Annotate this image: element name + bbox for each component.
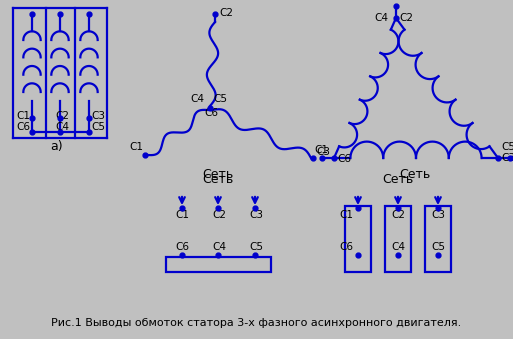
Text: C2: C2 [399,13,413,23]
Text: C1: C1 [129,142,143,152]
Text: C1: C1 [339,210,353,220]
Text: C3: C3 [501,153,513,163]
Text: C6: C6 [339,242,353,252]
Text: C5: C5 [91,122,105,132]
Text: Сеть: Сеть [202,168,233,181]
Bar [345,206,371,272]
Text: C5: C5 [501,142,513,152]
Text: C2: C2 [212,210,226,220]
Text: C4: C4 [212,242,226,252]
Text: C1: C1 [16,111,30,121]
Text: C1: C1 [175,210,189,220]
Text: C2: C2 [55,111,69,121]
Text: Рис.1 Выводы обмоток статора 3-х фазного асинхронного двигателя.: Рис.1 Выводы обмоток статора 3-х фазного… [51,318,461,328]
Text: C6: C6 [337,154,351,164]
Text: C4: C4 [190,94,204,104]
Text: C3: C3 [316,147,330,157]
Text: C6: C6 [175,242,189,252]
Bar [166,257,271,272]
Text: Сеть: Сеть [202,173,233,186]
Text: C3: C3 [431,210,445,220]
Text: Сеть: Сеть [400,168,430,181]
Bar [425,206,451,272]
Text: C2: C2 [219,8,233,18]
Text: C6: C6 [204,108,218,118]
Text: C5: C5 [431,242,445,252]
Text: Сеть: Сеть [382,173,413,186]
Text: C3: C3 [91,111,105,121]
Text: C4: C4 [391,242,405,252]
Text: C3: C3 [249,210,263,220]
Text: C4: C4 [374,13,388,23]
Text: C6: C6 [16,122,30,132]
Text: а): а) [51,140,63,153]
Text: C1: C1 [314,145,328,155]
Text: C4: C4 [55,122,69,132]
Text: C2: C2 [391,210,405,220]
Text: C5: C5 [249,242,263,252]
Bar [385,206,411,272]
Text: C5: C5 [213,94,227,104]
